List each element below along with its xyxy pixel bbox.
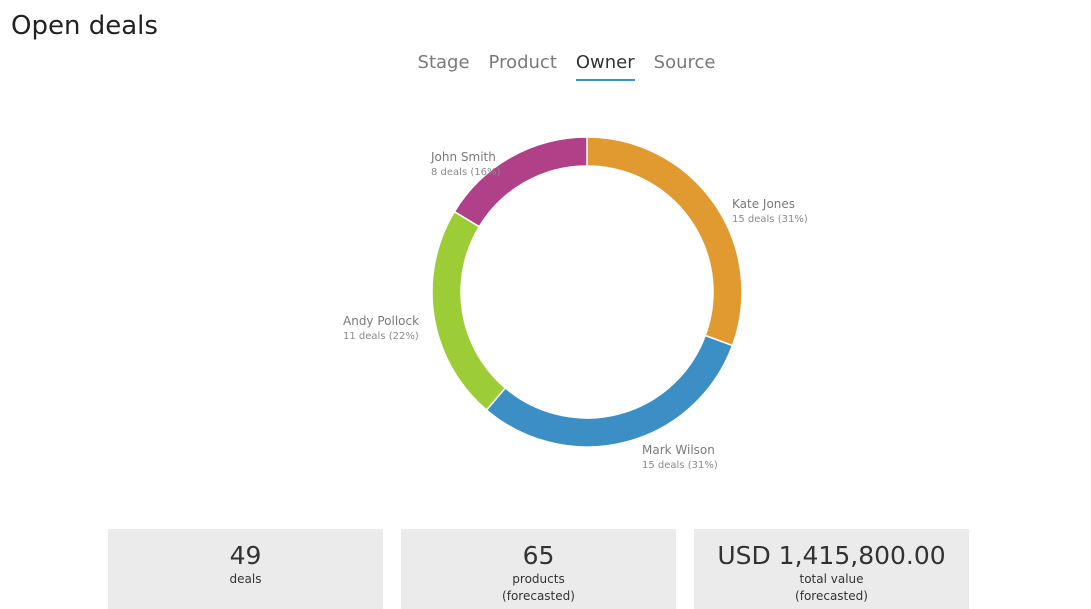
slice-sublabel-john-smith: 8 deals (16%): [431, 167, 500, 178]
tab-owner[interactable]: Owner: [575, 52, 635, 81]
slice-sublabel-andy-pollock: 11 deals (22%): [343, 331, 419, 342]
page-title: Open deals: [11, 11, 158, 41]
stat-deals: 49 deals: [108, 529, 383, 609]
slice-label-andy-pollock: Andy Pollock: [343, 314, 419, 328]
stat-total-value-label: total value: [799, 572, 864, 586]
stat-deals-value: 49: [229, 541, 262, 570]
stat-products-label: products: [512, 572, 565, 586]
slice-john-smith[interactable]: [453, 136, 588, 228]
tab-stage[interactable]: Stage: [417, 52, 470, 73]
slice-sublabel-mark-wilson: 15 deals (31%): [642, 460, 718, 471]
slice-label-mark-wilson: Mark Wilson: [642, 443, 715, 457]
slice-mark-wilson[interactable]: [485, 334, 734, 448]
stat-products-label2: (forecasted): [502, 589, 575, 603]
stat-total-value-amount: USD 1,415,800.00: [717, 541, 946, 570]
stat-products: 65 products (forecasted): [401, 529, 676, 609]
slice-andy-pollock[interactable]: [431, 210, 507, 412]
stat-deals-label: deals: [229, 572, 262, 586]
chart-labels: Kate Jones 15 deals (31%) Mark Wilson 15…: [343, 150, 808, 471]
slice-label-john-smith: John Smith: [430, 150, 496, 164]
tab-bar: Stage Product Owner Source: [0, 52, 1091, 81]
tab-product[interactable]: Product: [488, 52, 557, 73]
stat-total-value: USD 1,415,800.00 total value (forecasted…: [694, 529, 969, 609]
stat-total-value-label2: (forecasted): [795, 589, 868, 603]
slice-sublabel-kate-jones: 15 deals (31%): [732, 214, 808, 225]
slice-kate-jones[interactable]: [586, 136, 743, 347]
chart-slices: [431, 136, 743, 448]
slice-label-kate-jones: Kate Jones: [732, 197, 795, 211]
stat-products-value: 65: [522, 541, 555, 570]
tab-source[interactable]: Source: [653, 52, 716, 73]
